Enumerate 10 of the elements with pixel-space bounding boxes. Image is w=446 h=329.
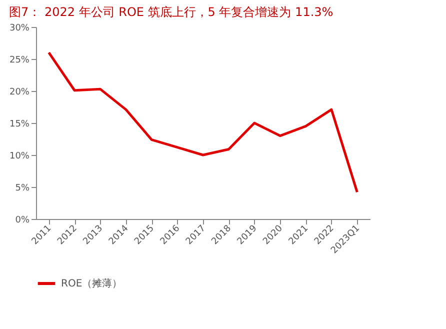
chart-title: 图7： 2022 年公司 ROE 筑底上行，5 年复合增速为 11.3% (8, 5, 334, 19)
line-series (48, 51, 358, 194)
y-tick-label: 5% (15, 184, 30, 194)
y-tick-label: 30% (9, 24, 30, 34)
y-tick-label: 10% (9, 152, 30, 162)
y-tick-label: 0% (15, 216, 30, 226)
y-tick-label: 20% (9, 88, 30, 98)
y-tick-label: 15% (9, 120, 30, 130)
y-tick-label: 25% (9, 56, 30, 66)
legend-label: ROE（摊薄） (61, 278, 122, 290)
